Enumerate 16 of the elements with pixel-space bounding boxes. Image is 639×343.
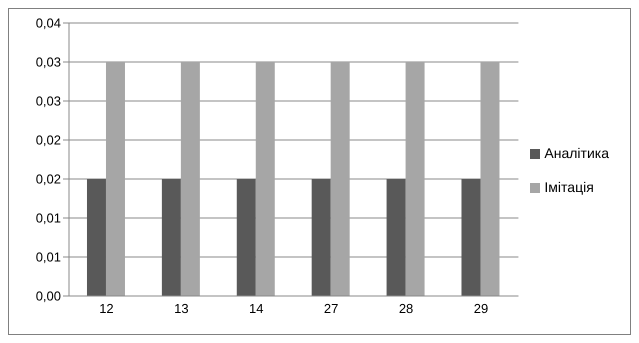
y-tick-label: 0,00 bbox=[36, 288, 61, 304]
y-tick-label: 0,02 bbox=[36, 132, 61, 148]
y-tick-label: 0,01 bbox=[36, 250, 61, 265]
legend-label: Аналітика bbox=[544, 145, 609, 161]
y-tick-label: 0,01 bbox=[36, 210, 61, 226]
y-tick-label: 0,03 bbox=[36, 94, 61, 109]
y-tick-label: 0,04 bbox=[36, 16, 61, 31]
x-tick-label: 14 bbox=[249, 301, 264, 316]
y-tick-label: 0,03 bbox=[36, 54, 61, 70]
x-tick-label: 28 bbox=[398, 301, 414, 316]
y-tick-label: 0,02 bbox=[36, 172, 61, 187]
x-tick-label: 13 bbox=[174, 301, 189, 316]
x-tick-label: 27 bbox=[324, 301, 338, 316]
legend-label: Імітація bbox=[544, 179, 594, 195]
x-tick-label: 12 bbox=[99, 301, 114, 316]
x-tick-label: 29 bbox=[474, 301, 488, 316]
